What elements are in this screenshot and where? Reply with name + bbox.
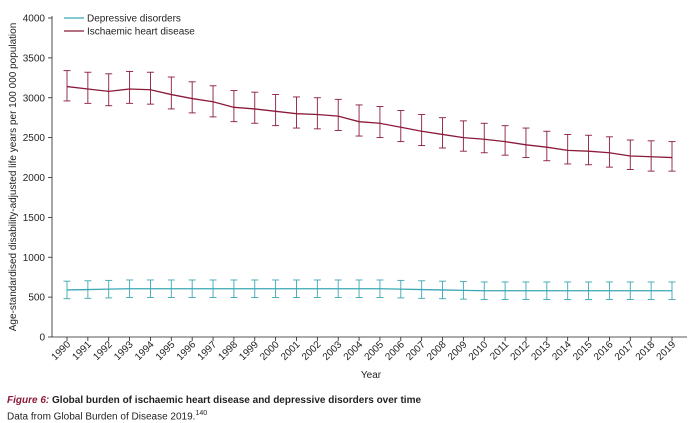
error-bar [501,125,509,156]
y-tick-label: 2500 [23,133,46,144]
x-tick-label: 2002 [300,339,324,363]
series-line [66,288,672,292]
x-tick-label: 1994 [133,339,157,363]
series-depressive-disorders [63,279,676,300]
series-line [66,85,673,159]
error-bar [313,97,321,130]
source-reference: 140 [195,410,208,417]
x-tick-label: 2005 [363,339,387,363]
figure-title: Global burden of ischaemic heart disease… [49,395,422,406]
error-bar [292,96,300,129]
x-tick-label: 2003 [321,339,345,363]
x-tick-label: 2017 [613,339,637,363]
error-bar [146,71,154,105]
error-bar [543,130,551,162]
error-bar [126,70,134,104]
y-tick-label: 2000 [23,173,46,184]
x-tick-label: 2004 [342,339,366,363]
error-bar [188,81,196,114]
x-axis-title: Year [361,370,382,381]
figure-source: Data from Global Burden of Disease 2019.… [7,407,421,423]
figure-number: Figure 6: [7,395,50,406]
legend: Depressive disorders Ischaemic heart dise… [64,14,195,38]
error-bar [105,73,113,107]
x-tick-label: 2000 [258,339,282,363]
error-bar [84,71,92,104]
error-bar [418,114,426,147]
x-tick-label: 2009 [446,339,470,363]
x-tick-label: 1998 [217,339,241,363]
x-tick-label: 2006 [383,339,407,363]
error-bar [668,141,676,172]
x-tick-label: 2011 [488,339,511,362]
figure-caption: Figure 6: Global burden of ischaemic hea… [7,394,421,423]
error-bar [480,122,488,154]
error-bar [376,106,384,139]
series-ischaemic-heart-disease [63,70,676,172]
error-bar [605,136,613,168]
source-text: Data from Global Burden of Disease 2019. [7,411,196,423]
x-tick-label: 1999 [237,339,261,363]
y-tick-label: 3500 [23,53,46,64]
x-tick-label: 2018 [634,339,658,363]
error-bar [585,134,593,166]
caption-title-line: Figure 6: Global burden of ischaemic hea… [7,394,421,407]
x-tick-label: 2010 [467,339,491,363]
axes: 0 500 1000 1500 2000 2500 3000 3500 4000 19901991… [23,14,687,363]
x-tick-label: 2001 [279,339,303,363]
x-tick-label: 2014 [550,339,574,363]
error-bar [230,90,238,123]
y-tick-label: 500 [28,293,45,304]
x-tick-label: 1991 [70,339,94,363]
error-bar [626,139,634,170]
error-bar [272,94,280,127]
error-bar [167,76,175,110]
error-bar [647,140,655,172]
line-chart: 0 500 1000 1500 2000 2500 3000 3500 4000 19901991… [8,14,687,381]
y-tick-label: 3000 [23,93,46,104]
error-bar [397,110,405,143]
x-tick-label: 2007 [404,339,428,363]
x-tick-label: 1997 [196,339,220,363]
x-tick-label: 2013 [529,339,553,363]
series-layer [63,70,676,300]
error-bar [251,91,259,124]
legend-label: Ischaemic heart disease [87,27,195,38]
x-tick-label: 1993 [112,339,136,363]
x-tick-label: 2016 [592,339,616,363]
legend-label: Depressive disorders [87,14,181,25]
x-tick-label: 2012 [509,339,533,363]
x-tick-label: 2008 [425,339,449,363]
error-bar [334,98,342,131]
y-tick-label: 4000 [23,14,46,25]
error-bar [459,120,467,152]
error-bar [564,133,572,165]
error-bar [63,70,71,102]
y-tick-label: 0 [39,333,45,344]
y-axis-title: Age-standardised disability-adjusted lif… [8,23,19,332]
error-bar [355,104,363,137]
y-tick-label: 1500 [23,213,46,224]
x-tick-label: 2015 [571,339,595,363]
x-tick-label: 1992 [91,339,115,363]
x-tick-label: 1990 [50,339,74,363]
error-bar [439,117,447,149]
x-tick-label: 1996 [175,339,199,363]
x-tick-label: 2019 [655,339,679,363]
error-bar [522,127,530,159]
x-tick-label: 1995 [154,339,178,363]
y-tick-label: 1000 [23,253,46,264]
